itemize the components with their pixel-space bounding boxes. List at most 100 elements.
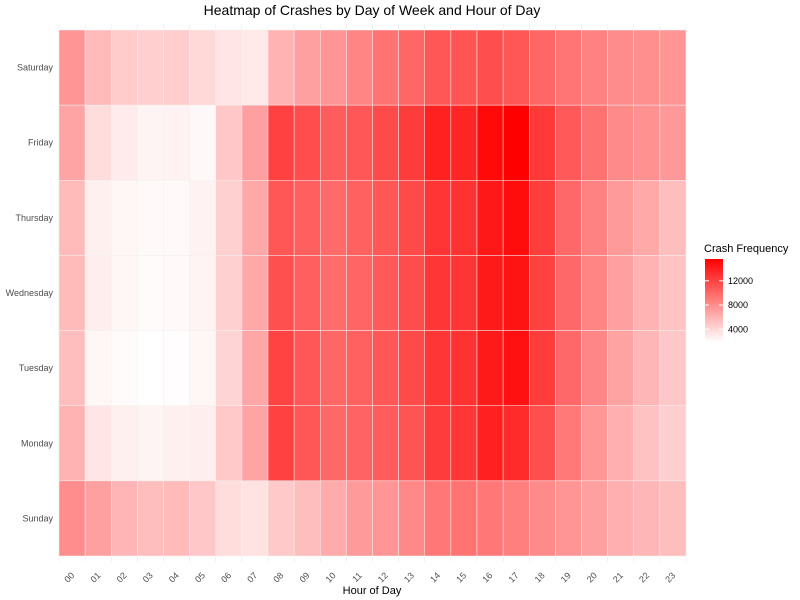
heatmap-cell — [450, 330, 478, 406]
y-tick-label: Friday — [28, 138, 54, 148]
heatmap-cell — [633, 330, 661, 406]
heatmap-cell — [137, 405, 164, 482]
heatmap-cell — [581, 29, 608, 106]
heatmap-cell — [529, 104, 556, 181]
heatmap-cell — [581, 480, 608, 557]
heatmap-cell — [111, 104, 138, 181]
heatmap-cell — [346, 29, 373, 106]
heatmap-cell — [293, 29, 321, 106]
heatmap-cell — [163, 180, 190, 256]
heatmap-cell — [241, 104, 269, 181]
heatmap-cell — [215, 330, 243, 406]
heatmap-cell — [555, 405, 582, 482]
heatmap-cell — [659, 104, 687, 181]
heatmap-cell — [581, 405, 608, 482]
heatmap-cell — [659, 330, 687, 406]
heatmap-cell — [555, 255, 582, 331]
heatmap-cell — [607, 180, 634, 256]
heatmap-cell — [450, 405, 478, 482]
heatmap-cell — [267, 104, 295, 181]
heatmap-cell — [293, 480, 321, 557]
legend-color-bar — [705, 259, 723, 342]
legend-tick-label: 4000 — [728, 324, 748, 334]
heatmap-cell — [215, 29, 243, 106]
heatmap-cell — [84, 180, 112, 256]
heatmap-cell — [320, 405, 347, 482]
y-axis-tick-labels: Saturday Friday Thursday Wednesday Tuesday Mo… — [6, 63, 54, 524]
heatmap-cell — [346, 180, 373, 256]
heatmap-cell — [424, 255, 452, 331]
heatmap-cell — [267, 255, 295, 331]
heatmap-cell — [398, 29, 425, 106]
heatmap-cell — [111, 405, 138, 482]
heatmap-cell — [163, 255, 190, 331]
heatmap-cell — [633, 29, 661, 106]
heatmap-cell — [293, 405, 321, 482]
y-tick-label: Monday — [21, 438, 54, 448]
heatmap-cell — [372, 104, 399, 181]
heatmap-cell — [58, 255, 86, 331]
heatmap-cell — [476, 180, 504, 256]
heatmap-cell — [189, 104, 216, 181]
heatmap-cell — [137, 480, 164, 557]
heatmap-cell — [450, 255, 478, 331]
heatmap-cell — [659, 180, 687, 256]
heatmap-cell — [293, 330, 321, 406]
heatmap-cell — [502, 480, 530, 557]
heatmap-cell — [424, 29, 452, 106]
heatmap-cell — [581, 330, 608, 406]
heatmap-cell — [659, 255, 687, 331]
heatmap-cell — [424, 180, 452, 256]
heatmap-cell — [267, 29, 295, 106]
heatmap-cell — [424, 330, 452, 406]
heatmap-cell — [476, 330, 504, 406]
heatmap-cell — [607, 480, 634, 557]
heatmap-cell — [424, 104, 452, 181]
heatmap-cell — [529, 480, 556, 557]
heatmap-cell — [267, 180, 295, 256]
heatmap-cell — [58, 480, 86, 557]
heatmap-cell — [189, 255, 216, 331]
heatmap-cell — [163, 330, 190, 406]
heatmap-cell — [450, 180, 478, 256]
heatmap-cell — [398, 104, 425, 181]
heatmap-cell — [189, 180, 216, 256]
heatmap-cell — [58, 29, 86, 106]
heatmap-cell — [476, 405, 504, 482]
heatmap-cell — [84, 330, 112, 406]
heatmap-cell — [529, 405, 556, 482]
heatmap-cell — [581, 104, 608, 181]
heatmap-cell — [555, 104, 582, 181]
heatmap-cell — [346, 104, 373, 181]
heatmap-cell — [111, 29, 138, 106]
heatmap-cell — [215, 180, 243, 256]
heatmap-cell — [189, 405, 216, 482]
heatmap-cell — [633, 255, 661, 331]
heatmap-cell — [476, 255, 504, 331]
heatmap-cell — [555, 180, 582, 256]
heatmap-cell — [241, 29, 269, 106]
heatmap-cell — [581, 255, 608, 331]
heatmap-cell — [424, 480, 452, 557]
heatmap-cell — [163, 104, 190, 181]
heatmap-cell — [241, 405, 269, 482]
heatmap-cell — [293, 255, 321, 331]
heatmap-cell — [241, 480, 269, 557]
heatmap-cell — [450, 29, 478, 106]
heatmap-cell — [215, 255, 243, 331]
heatmap-cell — [529, 330, 556, 406]
heatmap-cell — [502, 330, 530, 406]
x-axis-title: Hour of Day — [343, 585, 402, 597]
heatmap-cell — [555, 480, 582, 557]
heatmap-cell — [372, 29, 399, 106]
heatmap-cell — [241, 330, 269, 406]
heatmap-cell — [346, 405, 373, 482]
heatmap-cell — [137, 255, 164, 331]
heatmap-cell — [529, 29, 556, 106]
heatmap-cell — [633, 480, 661, 557]
heatmap-cell — [163, 480, 190, 557]
heatmap-cell — [320, 104, 347, 181]
heatmap-cell — [58, 104, 86, 181]
y-tick-label: Thursday — [15, 213, 53, 223]
heatmap-cell — [372, 255, 399, 331]
